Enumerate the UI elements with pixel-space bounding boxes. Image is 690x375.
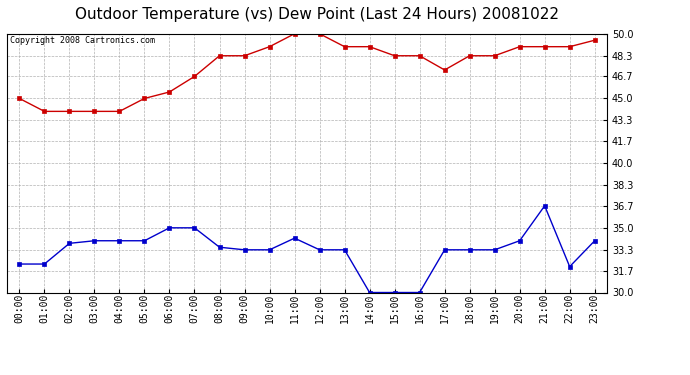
Text: Outdoor Temperature (vs) Dew Point (Last 24 Hours) 20081022: Outdoor Temperature (vs) Dew Point (Last… [75, 8, 560, 22]
Text: Copyright 2008 Cartronics.com: Copyright 2008 Cartronics.com [10, 36, 155, 45]
